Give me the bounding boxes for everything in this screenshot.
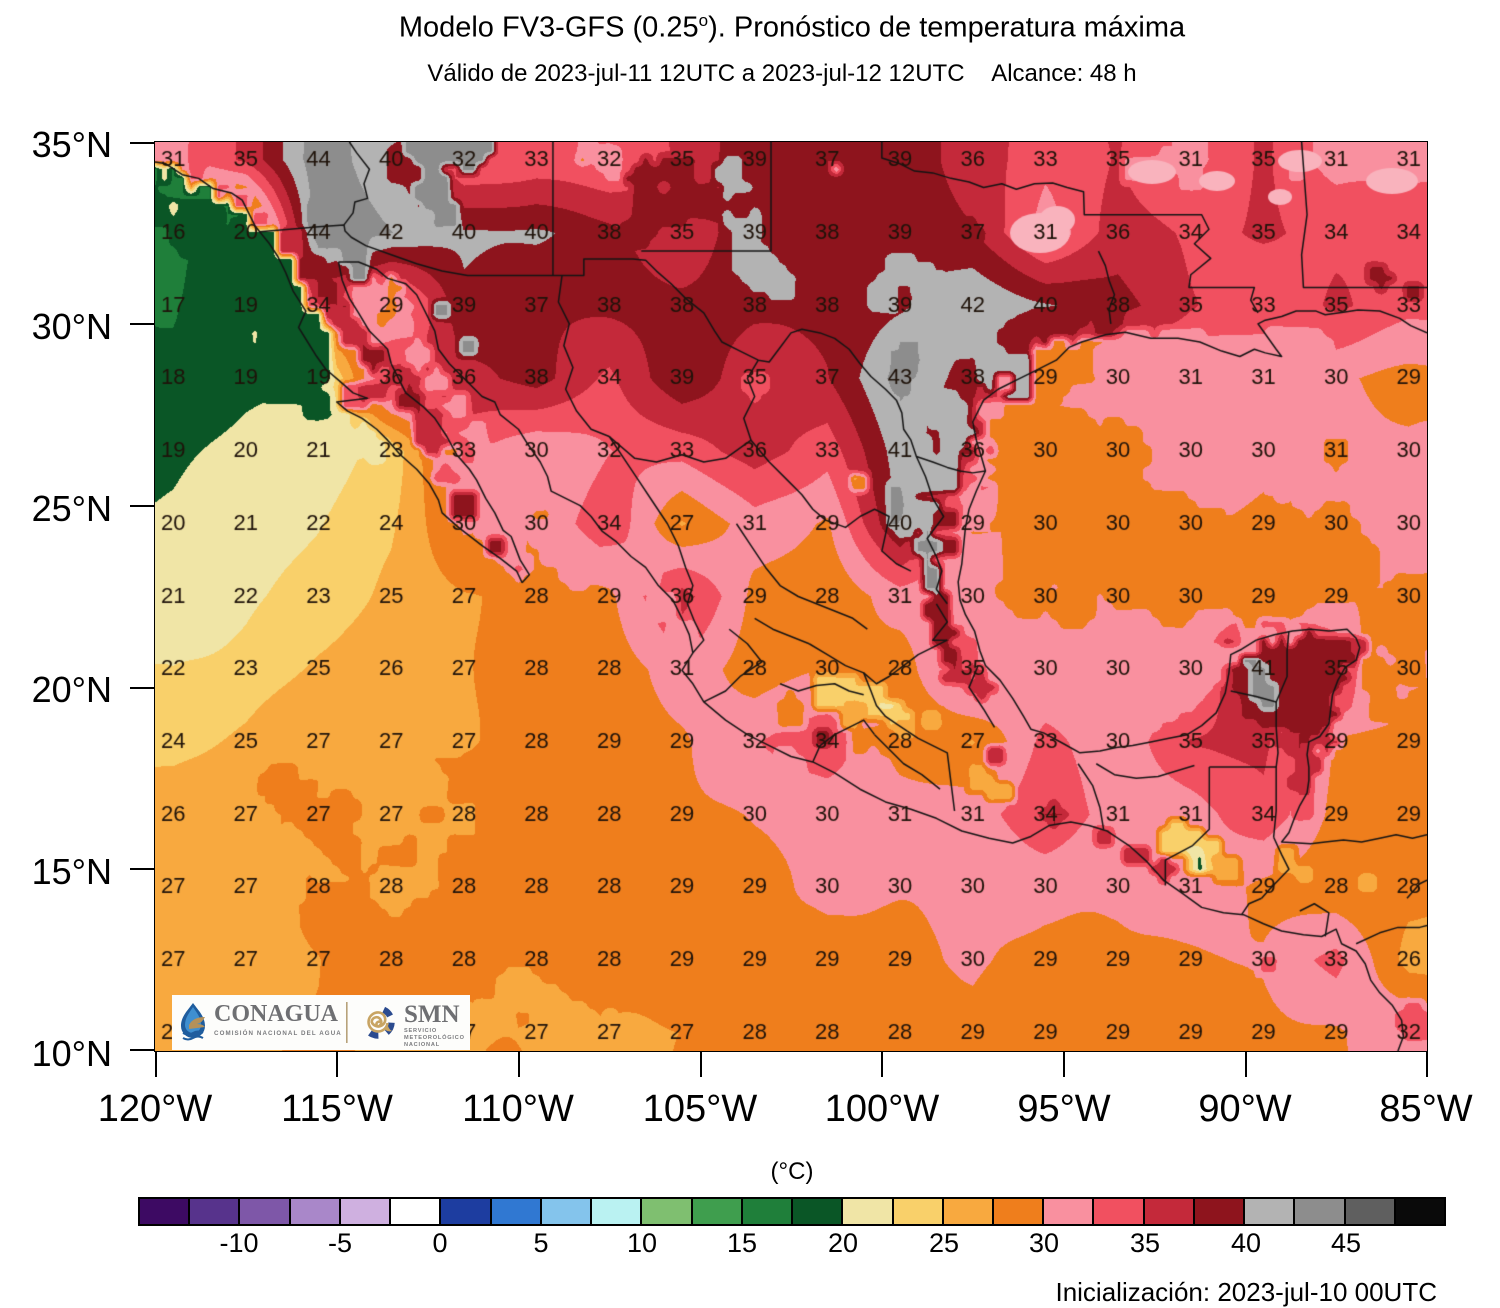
svg-text:SERVICIO: SERVICIO bbox=[404, 1028, 437, 1034]
svg-text:METEOROLÓGICO: METEOROLÓGICO bbox=[404, 1033, 465, 1041]
svg-text:CONAGUA: CONAGUA bbox=[214, 1001, 339, 1027]
svg-text:SMN: SMN bbox=[404, 1001, 460, 1028]
svg-text:NACIONAL: NACIONAL bbox=[404, 1042, 440, 1048]
svg-text:COMISIÓN NACIONAL DEL AGUA: COMISIÓN NACIONAL DEL AGUA bbox=[214, 1029, 342, 1037]
